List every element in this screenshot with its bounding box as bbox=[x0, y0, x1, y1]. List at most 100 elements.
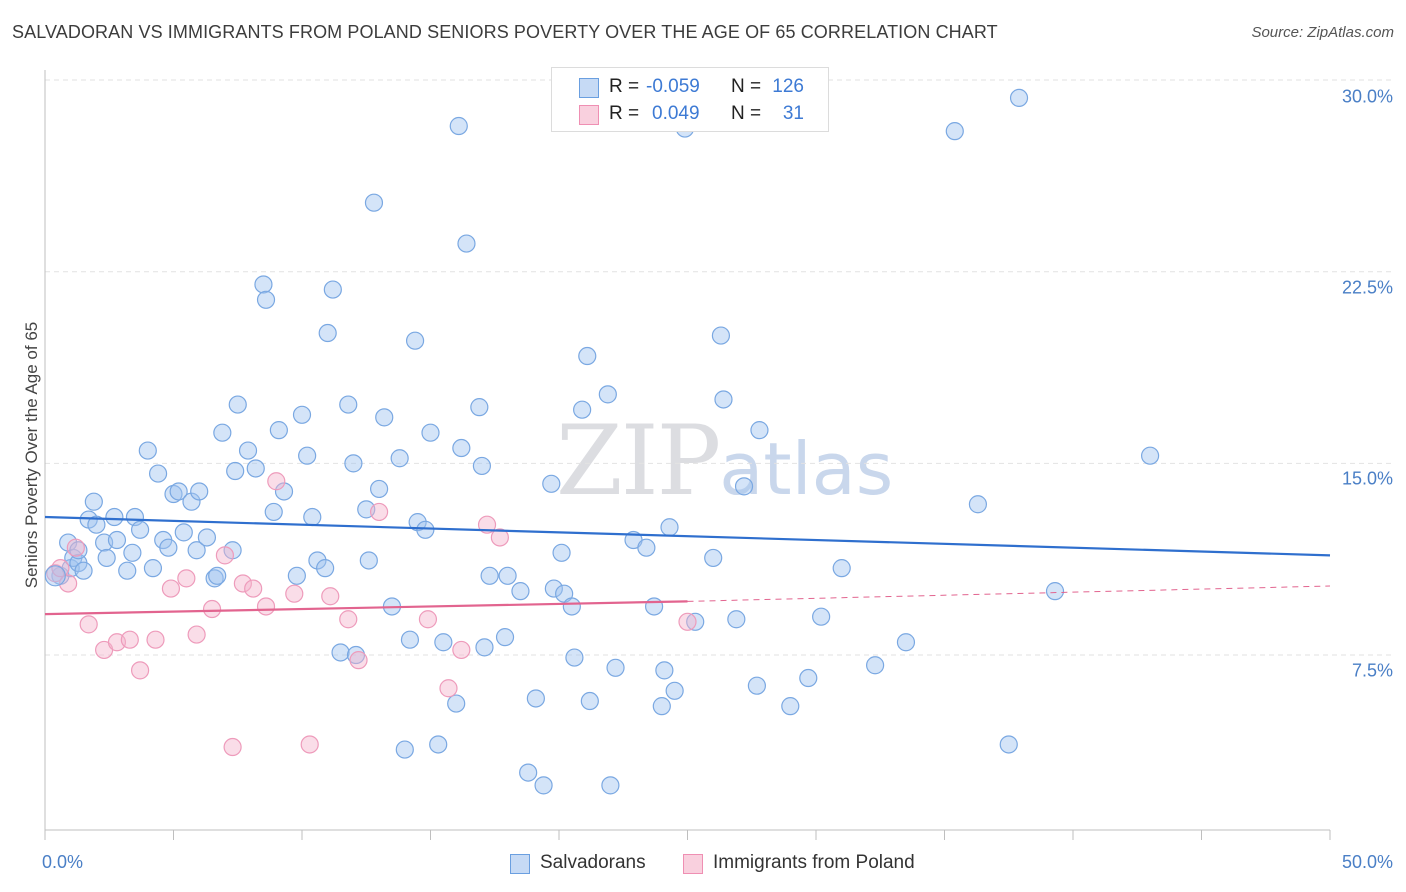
salvadoran-point bbox=[339, 395, 358, 414]
watermark-atlas: atlas bbox=[719, 427, 894, 511]
salvadoran-point bbox=[298, 446, 317, 465]
salvadoran-point bbox=[511, 582, 530, 601]
salvadoran-point bbox=[652, 697, 671, 716]
salvadoran-point bbox=[331, 643, 350, 662]
legend-row-poland: R = 0.049 N = 31 bbox=[552, 103, 828, 127]
salvadoran-point bbox=[896, 633, 916, 652]
salvadoran-point bbox=[292, 405, 312, 424]
salvadoran-point bbox=[375, 408, 394, 427]
poland-point bbox=[233, 574, 252, 593]
bottom-legend-swatch-pink bbox=[683, 854, 703, 874]
salvadoran-point bbox=[246, 459, 265, 478]
salvadoran-point bbox=[660, 518, 679, 537]
salvadoran-point bbox=[429, 735, 448, 754]
salvadoran-point bbox=[480, 566, 499, 585]
salvadoran-point bbox=[169, 482, 188, 501]
poland-point bbox=[477, 515, 497, 534]
salvadoran-point bbox=[130, 520, 150, 539]
salvadoran-point bbox=[164, 484, 183, 504]
poland-point bbox=[215, 546, 234, 565]
poland-point bbox=[223, 737, 242, 757]
salvadoran-point bbox=[197, 528, 217, 547]
salvadoran-point bbox=[519, 763, 538, 782]
salvadoran-point bbox=[704, 548, 723, 568]
poland-trend-extension bbox=[687, 585, 1331, 602]
salvadoran-point bbox=[475, 638, 494, 657]
salvadoran-point bbox=[734, 477, 754, 496]
salvadoran-point bbox=[256, 290, 276, 309]
salvadoran-point bbox=[287, 566, 306, 585]
salvadoran-point bbox=[405, 331, 425, 350]
salvadoran-point bbox=[370, 479, 389, 499]
salvadoran-point bbox=[400, 630, 420, 649]
salvadoran-point bbox=[1009, 88, 1029, 108]
legend-swatch-blue bbox=[579, 78, 599, 98]
salvadoran-point bbox=[434, 633, 453, 652]
salvadoran-point bbox=[408, 513, 427, 532]
salvadoran-point bbox=[542, 474, 561, 493]
salvadoran-point bbox=[472, 456, 491, 476]
salvadoran-point bbox=[866, 656, 885, 675]
salvadoran-point bbox=[44, 565, 66, 587]
salvadoran-point bbox=[452, 438, 471, 458]
poland-point bbox=[370, 502, 389, 522]
poland-point bbox=[146, 630, 165, 649]
poland-point bbox=[339, 610, 358, 629]
salvadoran-point bbox=[69, 541, 88, 560]
poland-point bbox=[79, 615, 98, 634]
poland-point bbox=[46, 564, 65, 583]
salvadoran-point bbox=[565, 648, 584, 667]
poland-point bbox=[161, 579, 181, 598]
salvadoran-point bbox=[812, 607, 831, 626]
poland-point bbox=[177, 569, 196, 588]
salvadoran-point bbox=[359, 551, 378, 570]
poland-point bbox=[285, 584, 304, 603]
salvadoran-point bbox=[107, 530, 127, 550]
salvadoran-point bbox=[573, 400, 592, 419]
salvadoran-point bbox=[999, 735, 1018, 754]
salvadoran-point bbox=[208, 566, 227, 585]
salvadoran-point bbox=[316, 559, 335, 578]
salvadoran-point bbox=[159, 538, 178, 557]
bottom-legend-label: Salvadorans bbox=[540, 852, 646, 873]
salvadoran-point bbox=[118, 561, 137, 580]
salvadoran-point bbox=[84, 492, 103, 511]
poland-point bbox=[244, 579, 263, 598]
poland-point bbox=[418, 610, 438, 629]
salvadoran-point bbox=[534, 776, 553, 795]
poland-point bbox=[678, 612, 697, 631]
salvadoran-point bbox=[205, 569, 224, 588]
x-tick-label-min: 0.0% bbox=[42, 852, 84, 872]
y-tick-label: 15.0% bbox=[1341, 468, 1393, 489]
salvadoran-point bbox=[269, 421, 288, 440]
legend-n-value: 126 bbox=[772, 76, 804, 97]
salvadoran-point bbox=[714, 390, 733, 409]
salvadoran-point bbox=[143, 559, 163, 578]
poland-point bbox=[120, 630, 139, 649]
salvadoran-point bbox=[303, 507, 322, 527]
salvadoran-point bbox=[727, 610, 746, 629]
salvadoran-point bbox=[182, 492, 201, 511]
salvadoran-point bbox=[578, 346, 597, 366]
salvadoran-point bbox=[644, 597, 664, 616]
poland-point bbox=[202, 599, 222, 619]
salvadoran-point bbox=[945, 122, 964, 141]
salvadoran-point bbox=[105, 507, 124, 527]
salvadoran-point bbox=[562, 597, 581, 616]
salvadoran-point bbox=[832, 559, 851, 578]
poland-point bbox=[267, 472, 286, 491]
salvadoran-point bbox=[274, 482, 294, 501]
salvadoran-point bbox=[968, 495, 988, 514]
poland-point bbox=[490, 528, 509, 547]
salvadoran-point bbox=[238, 441, 258, 460]
bottom-legend-swatch-blue bbox=[510, 854, 530, 874]
y-tick-label: 7.5% bbox=[1351, 660, 1393, 681]
salvadoran-point bbox=[148, 464, 168, 483]
poland-point bbox=[59, 574, 78, 593]
salvadoran-point bbox=[264, 502, 283, 522]
poland-point bbox=[66, 538, 85, 557]
legend-row-salvadorans: R = -0.059 N = 126 bbox=[552, 76, 828, 100]
legend-n-label: N = bbox=[731, 76, 762, 97]
salvadoran-point bbox=[747, 676, 766, 695]
